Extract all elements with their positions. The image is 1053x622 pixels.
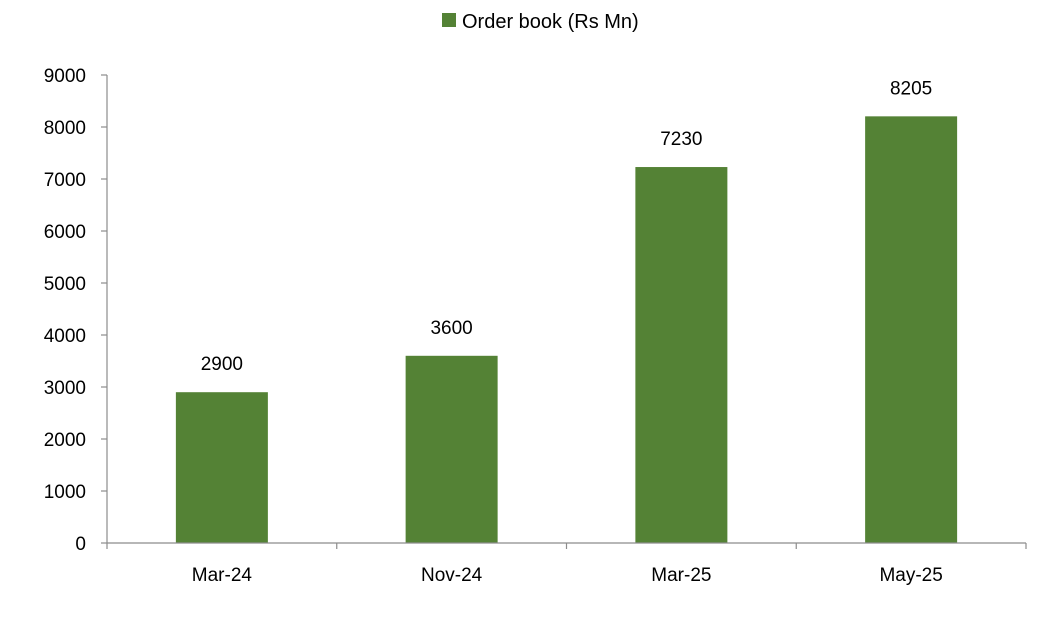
data-label: 2900 — [201, 354, 243, 375]
data-label: 3600 — [430, 318, 472, 339]
bar — [405, 355, 498, 543]
y-axis: 0 1000 2000 3000 4000 5000 6000 7000 8000 9000 — [44, 66, 108, 555]
y-tick-label: 6000 — [44, 222, 86, 243]
bar — [635, 167, 728, 544]
legend: Order book (Rs Mn) — [442, 11, 639, 33]
y-tick-label: 0 — [75, 534, 86, 555]
data-label: 8205 — [890, 78, 932, 99]
y-tick-label: 1000 — [44, 482, 86, 503]
data-label: 7230 — [660, 129, 702, 150]
bars — [175, 116, 958, 544]
x-tick-label: Mar-25 — [651, 565, 711, 586]
legend-label: Order book (Rs Mn) — [462, 11, 639, 33]
y-tick-label: 8000 — [44, 118, 86, 139]
y-tick-label: 5000 — [44, 274, 86, 295]
data-labels: 2900 3600 7230 8205 — [201, 78, 933, 375]
y-tick-label: 7000 — [44, 170, 86, 191]
legend-swatch — [442, 13, 456, 27]
y-tick-label: 9000 — [44, 66, 86, 87]
y-tick-label: 2000 — [44, 430, 86, 451]
y-tick-label: 4000 — [44, 326, 86, 347]
bar — [175, 392, 268, 543]
x-axis: Mar-24 Nov-24 Mar-25 May-25 — [106, 542, 1027, 586]
y-tick-label: 3000 — [44, 378, 86, 399]
x-tick-label: Mar-24 — [192, 565, 253, 586]
x-tick-label: May-25 — [879, 565, 942, 586]
x-tick-label: Nov-24 — [421, 565, 483, 586]
bar — [865, 116, 958, 543]
